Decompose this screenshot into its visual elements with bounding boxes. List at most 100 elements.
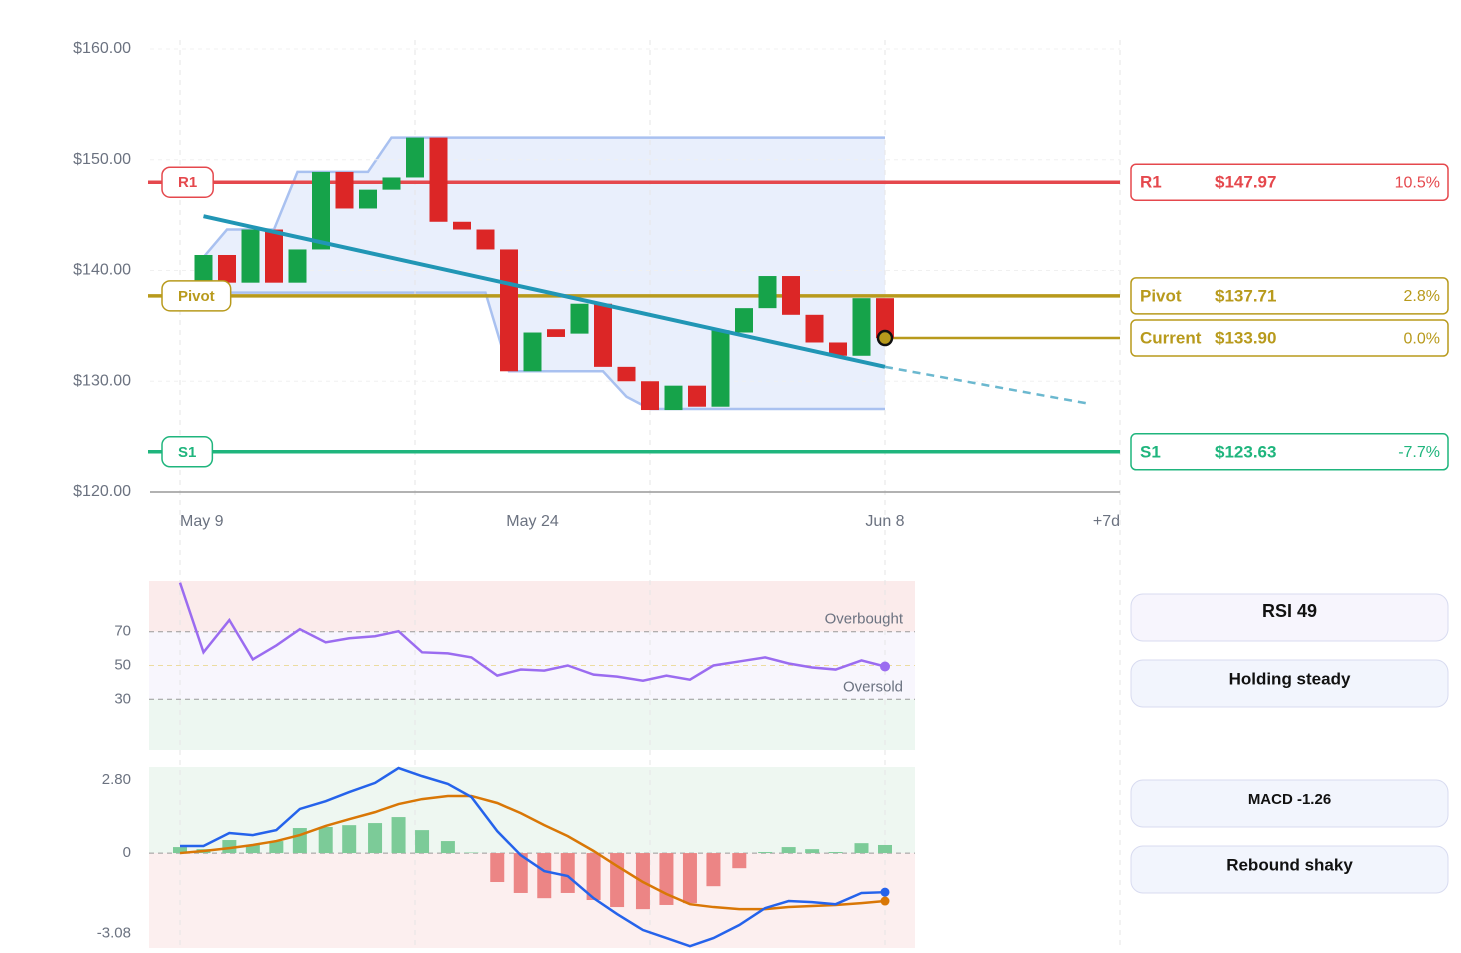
trend-line (203, 214, 886, 369)
signal-end-dot (880, 896, 890, 906)
histogram-bar (586, 853, 601, 901)
insight-card-text: RSI 49 (1262, 601, 1317, 621)
level-legend-box (1130, 277, 1449, 315)
candle (852, 298, 871, 356)
y-tick-label: 2.80 (102, 771, 131, 788)
trend-projection (884, 365, 1088, 405)
histogram-bar (464, 852, 479, 854)
histogram-bar (878, 844, 892, 854)
candle (429, 137, 448, 222)
histogram-bar (537, 853, 552, 899)
insight-card (1130, 779, 1449, 828)
histogram-bar (781, 847, 796, 854)
y-tick-label: 70 (114, 623, 131, 640)
histogram-bar (368, 823, 383, 854)
level-tag-label: Pivot (178, 288, 215, 305)
candle (265, 229, 283, 283)
candle (312, 171, 330, 250)
candle (829, 342, 847, 356)
current-marker (876, 329, 894, 347)
candle (547, 329, 565, 337)
macd-zone-pos (149, 767, 915, 854)
histogram-bar (269, 841, 284, 854)
histogram-bar (758, 852, 773, 854)
background-layer (149, 136, 915, 948)
level-tag-label: S1 (178, 444, 196, 461)
candle (500, 249, 518, 372)
y-tick-label: $140.00 (73, 262, 131, 279)
y-tick-label: $130.00 (73, 372, 131, 389)
level-tag: S1 (161, 436, 214, 468)
rsi-annotation: Overbought (825, 611, 904, 628)
candle (476, 229, 495, 250)
histogram-bar (828, 852, 843, 854)
x-tick-label: Jun 8 (865, 513, 904, 530)
histogram-bar (490, 853, 505, 883)
histogram-bar (732, 853, 747, 869)
y-tick-label: 30 (114, 690, 131, 707)
macd-end-dot (880, 887, 890, 897)
insight-card-text: MACD -1.26 (1248, 791, 1331, 808)
histogram-bar (513, 853, 528, 893)
candle (641, 381, 659, 411)
level-tag-box (161, 280, 232, 312)
level-legend-name: S1 (1140, 442, 1161, 461)
level-legend-price: $123.63 (1215, 442, 1276, 461)
level-legend-price: $137.71 (1215, 286, 1276, 305)
level-legend-change: -7.7% (1398, 444, 1440, 461)
rsi-annotation: Oversold (843, 678, 903, 695)
candle (241, 229, 260, 283)
signal-line (179, 794, 886, 911)
candle (359, 189, 377, 209)
y-tick-label: $160.00 (73, 40, 131, 57)
candle (688, 385, 706, 407)
histogram-bar (318, 826, 333, 854)
candle (735, 308, 753, 333)
histogram-bar (440, 841, 455, 854)
histogram-bar (173, 847, 187, 854)
histogram-bar (415, 830, 430, 854)
level-legend-change: 0.0% (1404, 330, 1440, 347)
candle (382, 177, 401, 190)
candle (335, 171, 354, 209)
macd-line (180, 766, 886, 948)
x-tick-label: May 9 (180, 513, 224, 530)
insight-card-text: Holding steady (1229, 669, 1351, 688)
histogram-bar (342, 825, 357, 854)
candle (194, 254, 213, 283)
candle (523, 332, 542, 372)
y-tick-label: 0 (123, 844, 131, 861)
insight-card-text: Rebound shaky (1226, 855, 1353, 874)
candle (617, 366, 636, 382)
histogram-bar (854, 843, 869, 854)
candle (288, 249, 307, 283)
candle (711, 330, 730, 407)
level-tag-box (161, 436, 214, 468)
candle (782, 276, 800, 315)
insight-card (1130, 845, 1449, 894)
histogram-bar (560, 853, 575, 893)
x-tick-label: May 24 (506, 513, 559, 530)
candle (453, 221, 471, 230)
candle (805, 314, 824, 343)
histogram-bar (805, 849, 820, 854)
histogram-bar (245, 844, 260, 854)
histogram-bar (391, 817, 406, 854)
level-legend-change: 2.8% (1404, 288, 1440, 305)
y-tick-label: $120.00 (73, 483, 131, 500)
rsi-end-dot (880, 661, 890, 672)
candle (758, 276, 777, 309)
level-tag: Pivot (161, 280, 232, 312)
level-tag: R1 (161, 166, 214, 198)
level-legend-name: R1 (1140, 173, 1162, 192)
level-legend-box (1130, 433, 1449, 471)
candle (594, 303, 612, 367)
candle (570, 303, 589, 334)
y-tick-label: -3.08 (97, 924, 131, 941)
y-tick-label: $150.00 (73, 151, 131, 168)
candle (664, 385, 683, 411)
rsi-zone-high (149, 581, 915, 632)
level-legend-price: $147.97 (1215, 173, 1276, 192)
